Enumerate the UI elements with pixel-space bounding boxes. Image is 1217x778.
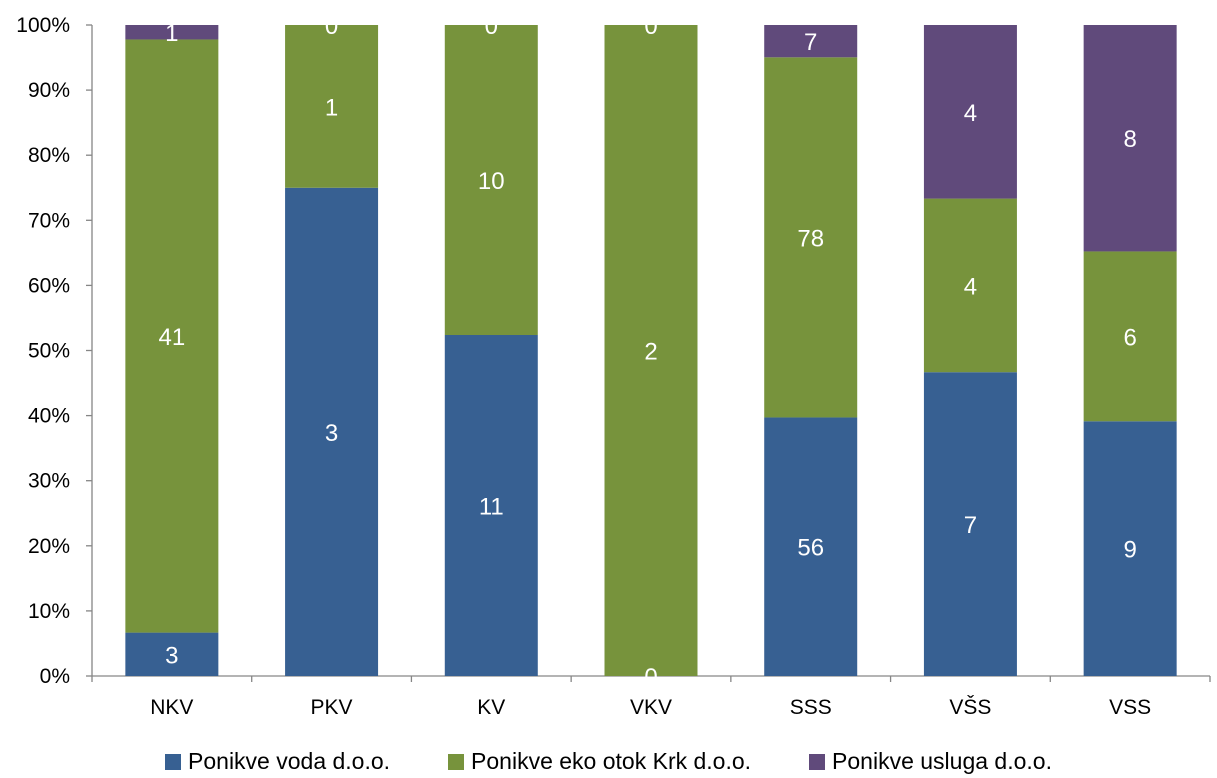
data-label: 0 — [485, 13, 498, 40]
y-axis-tick-label: 90% — [28, 79, 70, 102]
legend-label: Ponikve usluga d.o.o. — [832, 748, 1052, 774]
data-label: 78 — [797, 225, 824, 252]
data-label: 4 — [964, 273, 977, 300]
data-label: 7 — [964, 512, 977, 539]
data-label: 41 — [159, 324, 186, 351]
x-axis-tick-label: SSS — [790, 696, 832, 719]
x-axis-tick-label: KV — [477, 696, 505, 719]
bar-segment-vss-series-1 — [1083, 421, 1177, 676]
data-label: 11 — [479, 494, 504, 521]
legend-swatch — [165, 753, 182, 770]
x-axis-tick-labels: NKV PKV KV VKV SSS VŠS VSS — [150, 696, 1151, 719]
legend-swatch — [448, 753, 465, 770]
legend-item-3: Ponikve usluga d.o.o. — [809, 748, 1052, 775]
bar-segment-všs-series-3 — [923, 25, 1017, 199]
x-axis-tick-label: NKV — [150, 696, 193, 719]
data-label: 9 — [1123, 537, 1136, 564]
bar-segment-vkv-series-2 — [604, 25, 698, 676]
bar-segment-vss-series-3 — [1083, 25, 1177, 252]
bar-segment-nkv-series-2 — [125, 39, 219, 633]
x-axis-tick-label: VŠS — [949, 696, 991, 719]
bar-segment-všs-series-1 — [923, 372, 1017, 676]
bar-segment-sss-series-1 — [764, 417, 858, 676]
x-axis-tick-label: VKV — [630, 696, 672, 719]
data-label: 3 — [325, 420, 338, 447]
data-label: 0 — [644, 13, 657, 40]
bar-segment-sss-series-3 — [764, 25, 858, 58]
bar-segment-vss-series-2 — [1083, 251, 1177, 422]
bar-segment-všs-series-2 — [923, 198, 1017, 373]
y-axis-tick-label: 50% — [28, 340, 70, 363]
y-axis-tick-label: 30% — [28, 470, 70, 493]
data-label: 2 — [644, 339, 657, 366]
bar-segment-nkv-series-3 — [125, 25, 219, 40]
data-label: 1 — [165, 20, 178, 47]
bar-segment-pkv-series-1 — [285, 187, 379, 676]
y-axis-tick-label: 70% — [28, 209, 70, 232]
data-label: 7 — [804, 29, 817, 56]
x-axis-tick-label: PKV — [311, 696, 353, 719]
chart-bars — [125, 25, 1177, 676]
legend-swatch — [809, 753, 826, 770]
data-label: 4 — [964, 100, 977, 127]
legend-label: Ponikve voda d.o.o. — [188, 748, 391, 774]
bar-segment-pkv-series-2 — [285, 25, 379, 188]
bar-segment-kv-series-2 — [444, 25, 538, 335]
bar-segment-nkv-series-1 — [125, 632, 219, 676]
legend-label: Ponikve eko otok Krk d.o.o. — [471, 748, 752, 774]
legend-item-2: Ponikve eko otok Krk d.o.o. — [448, 748, 751, 775]
data-label: 6 — [1123, 324, 1136, 351]
data-label: 56 — [797, 535, 824, 562]
data-label: 1 — [325, 94, 338, 121]
y-axis-tick-label: 80% — [28, 144, 70, 167]
data-label: 3 — [165, 642, 178, 669]
bar-segment-sss-series-2 — [764, 57, 858, 418]
x-axis-tick-label: VSS — [1109, 696, 1151, 719]
y-axis-tick-label: 10% — [28, 600, 70, 623]
y-axis-tick-label: 20% — [28, 535, 70, 558]
y-axis-tick-label: 0% — [40, 665, 70, 688]
chart-legend: Ponikve voda d.o.o. Ponikve eko otok Krk … — [0, 748, 1217, 775]
y-axis-tick-label: 100% — [16, 14, 70, 37]
y-axis-tick-label: 60% — [28, 274, 70, 297]
data-label: 8 — [1123, 126, 1136, 153]
data-label: 10 — [478, 168, 505, 195]
y-axis-tick-labels: 0% 10% 20% 30% 40% 50% 60% 70% 80% 90% 100% — [16, 14, 70, 688]
data-label: 0 — [325, 13, 338, 40]
y-axis-tick-label: 40% — [28, 405, 70, 428]
legend-item-1: Ponikve voda d.o.o. — [165, 748, 390, 775]
bar-segment-kv-series-1 — [444, 335, 538, 676]
data-label: 0 — [644, 664, 657, 691]
